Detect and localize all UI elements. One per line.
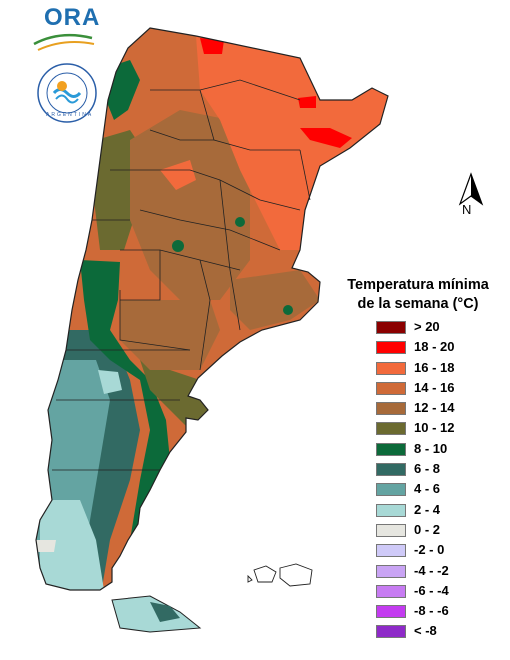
legend-item: 0 - 2 xyxy=(376,521,496,541)
legend-swatch xyxy=(376,381,406,395)
band-2-4-patch xyxy=(98,370,122,394)
tierra-del-fuego-band xyxy=(150,602,180,622)
legend-swatch xyxy=(376,605,406,619)
ora-logo-icon xyxy=(33,33,95,51)
legend-swatch xyxy=(376,361,406,375)
band-10-12-south xyxy=(140,360,210,430)
legend-item: 12 - 14 xyxy=(376,399,496,419)
legend-swatch xyxy=(376,422,406,436)
band-18-20-east xyxy=(300,128,352,148)
legend-label: 2 - 4 xyxy=(414,501,441,517)
legend-label: 10 - 12 xyxy=(414,420,455,436)
malvinas-islands xyxy=(247,563,313,587)
legend-title-line1: Temperatura mínima xyxy=(347,277,489,293)
legend-swatch xyxy=(376,463,406,477)
legend-item: -8 - -6 xyxy=(376,602,496,622)
legend: > 20 18 - 20 16 - 18 14 - 16 12 - 14 10 - 12 8… xyxy=(376,318,496,643)
institute-seal-icon xyxy=(37,63,97,123)
seal-label: ARGENTINA xyxy=(46,112,94,118)
legend-swatch xyxy=(376,564,406,578)
band-2-4-south xyxy=(40,500,104,590)
band-18-20-misiones xyxy=(298,96,316,108)
band-16-18 xyxy=(196,36,388,250)
legend-swatch xyxy=(376,523,406,537)
pocket-8-10-b xyxy=(235,217,245,227)
legend-swatch xyxy=(376,341,406,355)
legend-label: > 20 xyxy=(414,319,440,334)
legend-label: 16 - 18 xyxy=(414,359,455,375)
legend-item: -6 - -4 xyxy=(376,582,496,602)
temperature-bands xyxy=(36,36,388,590)
legend-title: Temperatura mínima de la semana (°C) xyxy=(328,276,508,314)
legend-label: < -8 xyxy=(414,623,437,639)
legend-item: -4 - -2 xyxy=(376,562,496,582)
legend-item: 14 - 16 xyxy=(376,379,496,399)
ora-logo-text: ORA xyxy=(44,4,101,31)
pocket-6-8 xyxy=(310,318,318,326)
legend-label: -2 - 0 xyxy=(414,542,445,558)
legend-item: 18 - 20 xyxy=(376,338,496,358)
legend-title-line2: de la semana (°C) xyxy=(357,296,479,312)
legend-item: > 20 xyxy=(376,318,496,338)
pocket-8-10-c xyxy=(283,305,293,315)
north-label: N xyxy=(462,202,472,217)
legend-label: -8 - -6 xyxy=(414,603,449,619)
legend-item: 2 - 4 xyxy=(376,501,496,521)
band-0-2 xyxy=(36,540,56,552)
legend-label: 4 - 6 xyxy=(414,481,441,497)
legend-swatch xyxy=(376,503,406,517)
legend-label: 6 - 8 xyxy=(414,461,441,477)
band-18-20-north xyxy=(200,38,224,54)
legend-label: 14 - 16 xyxy=(414,379,455,395)
legend-item: 16 - 18 xyxy=(376,359,496,379)
band-12-14-south xyxy=(120,300,220,370)
legend-item: 6 - 8 xyxy=(376,460,496,480)
legend-label: 8 - 10 xyxy=(414,440,448,456)
legend-swatch xyxy=(376,584,406,598)
legend-swatch xyxy=(376,402,406,416)
legend-item: -2 - 0 xyxy=(376,541,496,561)
legend-label: 18 - 20 xyxy=(414,339,455,355)
legend-label: 0 - 2 xyxy=(414,521,441,537)
legend-item: < -8 xyxy=(376,622,496,642)
legend-item: 8 - 10 xyxy=(376,440,496,460)
province-borders xyxy=(52,79,311,471)
legend-swatch xyxy=(376,442,406,456)
pocket-8-10-a xyxy=(172,240,184,252)
legend-label: -4 - -2 xyxy=(414,562,449,578)
legend-label: 12 - 14 xyxy=(414,400,455,416)
legend-swatch xyxy=(376,321,406,334)
legend-item: 4 - 6 xyxy=(376,480,496,500)
legend-swatch xyxy=(376,483,406,497)
north-arrow-icon xyxy=(458,172,484,206)
legend-swatch xyxy=(376,625,406,639)
band-16-18-patch xyxy=(160,160,196,190)
legend-item: 10 - 12 xyxy=(376,419,496,439)
legend-swatch xyxy=(376,544,406,558)
band-12-14-east xyxy=(230,270,320,330)
legend-label: -6 - -4 xyxy=(414,582,449,598)
